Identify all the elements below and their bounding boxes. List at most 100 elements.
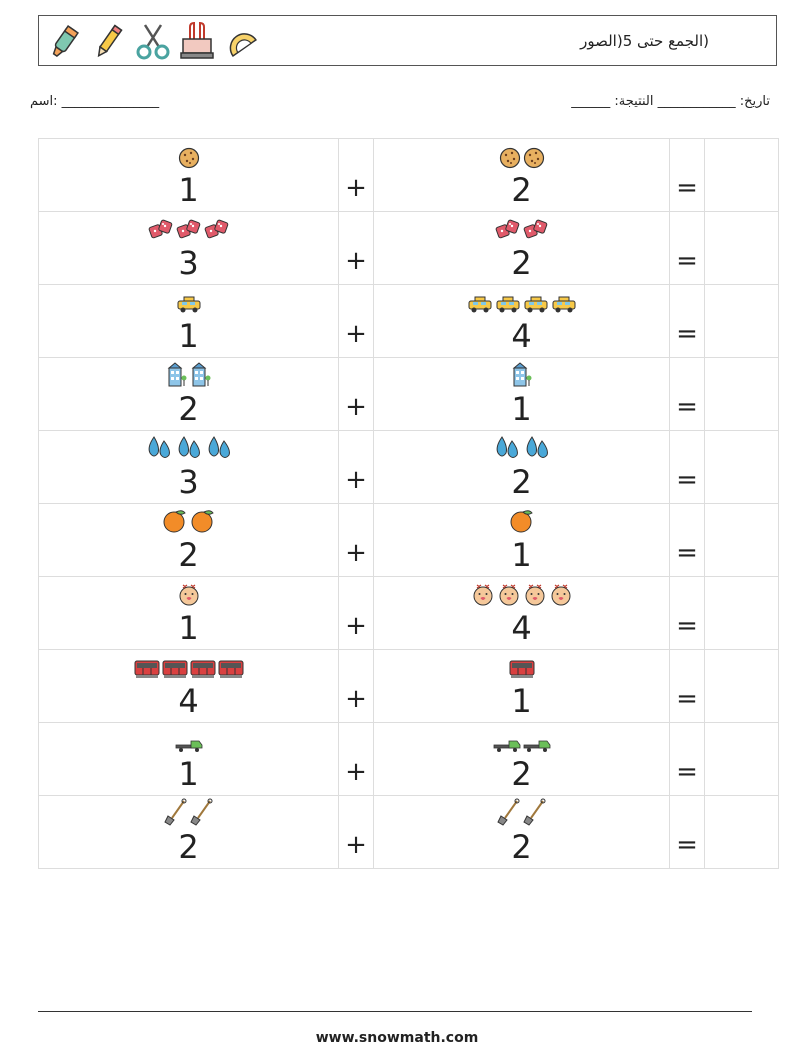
second-addend: 1 [511, 536, 532, 574]
first-addend-pictures [39, 436, 338, 465]
answer-cell[interactable] [704, 430, 779, 504]
bus-icon [218, 658, 244, 684]
problem-row: 1 +4 = [38, 576, 779, 650]
equals-sign: = [669, 284, 705, 358]
second-addend-pictures [374, 656, 669, 684]
second-addend-cell: 1 [373, 357, 670, 431]
answer-cell[interactable] [704, 138, 779, 212]
equals-sign: = [669, 722, 705, 796]
second-addend: 2 [511, 828, 532, 866]
answer-cell[interactable] [704, 649, 779, 723]
shovel-icon [496, 798, 521, 830]
answer-cell[interactable] [704, 211, 779, 285]
truck-icon [175, 738, 203, 757]
answer-cell[interactable] [704, 503, 779, 577]
header-box: (الجمع حتى 5(الصور [38, 15, 777, 66]
problem-row: 3 +2 = [38, 430, 779, 504]
first-addend-pictures [39, 798, 338, 830]
worksheet-title: (الجمع حتى 5(الصور [580, 32, 709, 50]
answer-cell[interactable] [704, 284, 779, 358]
problem-row: 2 +1 = [38, 503, 779, 577]
orange-icon [162, 508, 188, 538]
first-addend-cell: 1 [38, 138, 339, 212]
truck-icon [523, 738, 551, 757]
answer-cell[interactable] [704, 357, 779, 431]
pencil-icon [91, 20, 127, 62]
cookie-icon [499, 147, 521, 173]
water-drops-icon [523, 433, 551, 465]
first-addend: 3 [178, 463, 199, 501]
dice-icon [495, 218, 521, 246]
dice-icon [176, 218, 202, 246]
highlighter-icon [47, 20, 83, 62]
shovel-icon [522, 798, 547, 830]
answer-cell[interactable] [704, 722, 779, 796]
second-addend-cell: 2 [373, 430, 670, 504]
taxi-icon [495, 295, 521, 319]
equals-sign: = [669, 576, 705, 650]
equals-sign: = [669, 211, 705, 285]
dice-icon [523, 218, 549, 246]
second-addend-pictures [374, 729, 669, 757]
taxi-icon [467, 295, 493, 319]
second-addend: 1 [511, 682, 532, 720]
shovel-icon [163, 798, 188, 830]
binder-clip-icon [179, 20, 215, 62]
second-addend-pictures [374, 291, 669, 319]
first-addend-pictures [39, 145, 338, 173]
plus-sign: + [338, 649, 374, 723]
footer-website: www.snowmath.com [315, 1030, 479, 1046]
second-addend-pictures [374, 510, 669, 538]
date-score-label: ______ :تاريخ: ____________ النتيجة [571, 94, 770, 109]
second-addend: 2 [511, 171, 532, 209]
second-addend-pictures [374, 436, 669, 465]
plus-sign: + [338, 722, 374, 796]
plus-sign: + [338, 211, 374, 285]
second-addend-pictures [374, 218, 669, 246]
answer-cell[interactable] [704, 795, 779, 869]
second-addend-cell: 2 [373, 138, 670, 212]
second-addend: 2 [511, 755, 532, 793]
plus-sign: + [338, 503, 374, 577]
plus-sign: + [338, 430, 374, 504]
first-addend-cell: 1 [38, 284, 339, 358]
first-addend: 2 [178, 536, 199, 574]
taxi-icon [176, 295, 202, 319]
first-addend: 2 [178, 390, 199, 428]
first-addend-pictures [39, 656, 338, 684]
second-addend-cell: 2 [373, 211, 670, 285]
first-addend-cell: 2 [38, 503, 339, 577]
second-addend: 2 [511, 244, 532, 282]
equals-sign: = [669, 649, 705, 723]
water-drops-icon [175, 433, 203, 465]
first-addend-pictures [39, 218, 338, 246]
water-drops-icon [145, 433, 173, 465]
face-icon [177, 581, 201, 611]
first-addend-cell: 2 [38, 795, 339, 869]
taxi-icon [551, 295, 577, 319]
first-addend-cell: 1 [38, 722, 339, 796]
problem-row: 1 +4 = [38, 284, 779, 358]
shovel-icon [189, 798, 214, 830]
meta-row: اسم: _______________ ______ :تاريخ: ____… [30, 94, 770, 116]
first-addend: 1 [178, 171, 199, 209]
first-addend: 4 [178, 682, 199, 720]
plus-sign: + [338, 284, 374, 358]
second-addend-cell: 2 [373, 722, 670, 796]
first-addend-pictures [39, 729, 338, 757]
first-addend: 1 [178, 609, 199, 647]
problem-row: 2 +1 = [38, 357, 779, 431]
equals-sign: = [669, 430, 705, 504]
water-drops-icon [205, 433, 233, 465]
second-addend-cell: 2 [373, 795, 670, 869]
first-addend: 3 [178, 244, 199, 282]
orange-icon [509, 508, 535, 538]
first-addend-pictures [39, 362, 338, 392]
equals-sign: = [669, 503, 705, 577]
second-addend-pictures [374, 583, 669, 611]
problem-row: 2 +2 = [38, 795, 779, 869]
bus-icon [134, 658, 160, 684]
problem-row: 1 +2 = [38, 722, 779, 796]
answer-cell[interactable] [704, 576, 779, 650]
second-addend-cell: 1 [373, 649, 670, 723]
